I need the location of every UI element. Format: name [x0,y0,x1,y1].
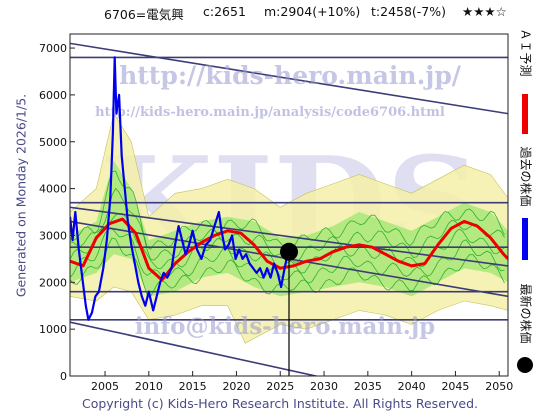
watermark-url-detail: http://kids-hero.main.jp/analysis/code67… [95,105,445,120]
plot-frame [69,33,509,377]
x-tick-label: 2040 [398,380,426,393]
x-tick-label: 2025 [266,380,294,393]
legend-past-price-swatch [522,218,528,260]
ai-forecast-line [70,217,508,282]
legend-latest-price-marker [517,357,533,373]
rating-stars: ★★★☆ [462,4,507,19]
legend-ai-forecast: ＡＩ予測 [512,28,540,134]
generated-date-label: Generated on Monday 2026/1/5. [13,93,29,298]
y-tick-label: 6000 [39,89,67,102]
watermark-url: http://kids-hero.main.jp/ [119,61,462,90]
current-price: c:2651 [203,4,246,19]
legend-latest-price-label: 最新の株価 [518,283,533,344]
target-price: t:2458(-7%) [371,4,447,19]
y-tick-label: 2000 [39,276,67,289]
y-tick-label: 1000 [39,323,67,336]
chart-header: 6706=電気興 c:2651 m:2904(+10%) t:2458(-7%)… [0,4,560,26]
watermark-email: info@kids-hero.main.jp [135,313,435,340]
x-tick-label: 2050 [485,380,513,393]
x-tick-label: 2030 [310,380,338,393]
mid-price: m:2904(+10%) [264,4,361,19]
copyright-footer: Copyright (c) Kids-Hero Research Institu… [81,396,479,411]
y-tick-label: 0 [60,370,67,383]
trend-line [70,206,508,267]
legend-latest-price: 最新の株価 [512,283,540,380]
y-tick-label: 3000 [39,229,67,242]
legend-past-price-label: 過去の株価 [518,146,533,207]
band-line [70,228,505,284]
x-tick-label: 2045 [441,380,469,393]
trend-line [70,42,508,115]
legend-ai-forecast-label: ＡＩ予測 [518,28,533,77]
x-tick-label: 2020 [222,380,250,393]
y-tick-label: 5000 [39,136,67,149]
x-tick-label: 2010 [135,380,163,393]
past-price-line [70,56,290,321]
stock-code-name: 6706=電気興 [104,7,184,22]
x-tick-label: 2005 [91,380,119,393]
legend-past-price: 過去の株価 [512,146,540,260]
legend-ai-forecast-swatch [522,94,528,134]
x-tick-label: 2015 [179,380,207,393]
latest-price-marker [280,242,298,261]
y-tick-label: 4000 [39,183,67,196]
x-tick-label: 2035 [354,380,382,393]
y-tick-label: 7000 [39,42,67,55]
